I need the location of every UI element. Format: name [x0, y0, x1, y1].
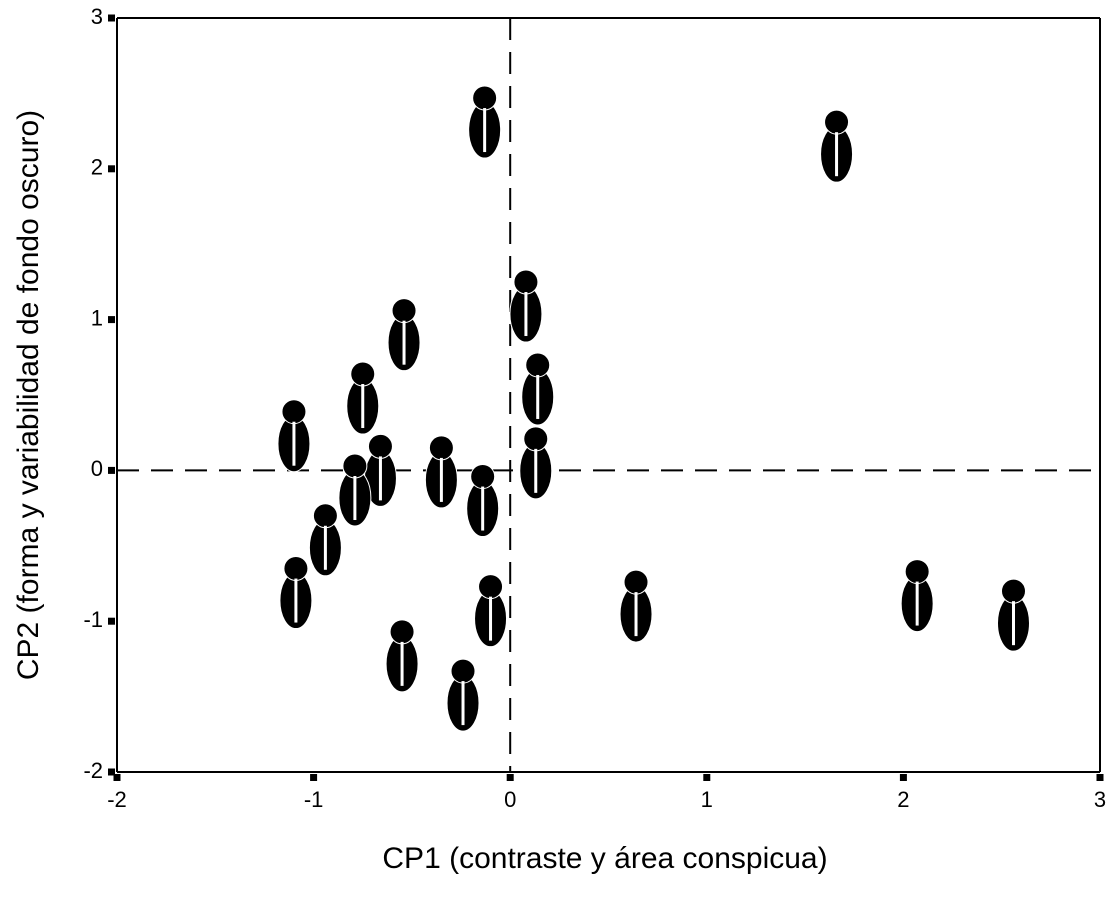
frog-head [523, 426, 549, 452]
frog-head [367, 433, 393, 459]
frog-head [470, 464, 496, 490]
frog-head [350, 361, 376, 387]
x-tick [703, 774, 711, 781]
frog-marker [519, 426, 553, 500]
frog-marker [385, 619, 419, 693]
frog-head [428, 435, 454, 461]
frog-head [450, 658, 476, 684]
y-tick [108, 466, 115, 474]
y-tick [108, 316, 115, 324]
frog-head [1000, 578, 1026, 604]
frog-marker [446, 658, 480, 732]
frog-head [283, 556, 309, 582]
x-tick [1096, 774, 1104, 781]
y-tick-label: -1 [83, 607, 103, 632]
frog-marker [308, 503, 342, 577]
x-tick [310, 774, 318, 781]
x-axis-title: CP1 (contraste y área conspicua) [382, 842, 827, 875]
frog-marker [466, 464, 500, 538]
y-tick [108, 768, 115, 776]
y-tick [108, 14, 115, 22]
frog-marker [387, 298, 421, 372]
frog-head [281, 399, 307, 425]
frog-head [478, 574, 504, 600]
frog-head [312, 503, 338, 529]
x-tick-label: -2 [107, 787, 127, 812]
frog-head [904, 559, 930, 585]
x-tick [506, 774, 514, 781]
frog-head [391, 298, 417, 324]
x-tick-label: 1 [701, 787, 713, 812]
frog-head [472, 85, 498, 111]
y-tick-label: 2 [91, 155, 103, 180]
frog-head [513, 269, 539, 295]
frog-marker [346, 361, 380, 435]
x-tick-label: 2 [897, 787, 909, 812]
frog-marker [521, 352, 555, 426]
frog-head [623, 569, 649, 595]
y-tick-label: 0 [91, 456, 103, 481]
y-tick-label: -2 [83, 758, 103, 783]
y-tick [108, 617, 115, 625]
frog-head [824, 109, 850, 135]
frog-head [342, 453, 368, 479]
x-tick-label: 3 [1094, 787, 1106, 812]
y-tick-label: 1 [91, 305, 103, 330]
frog-marker [820, 109, 854, 183]
frog-marker [509, 269, 543, 343]
x-tick-label: -1 [304, 787, 324, 812]
x-tick [899, 774, 907, 781]
frog-marker [363, 433, 397, 507]
frog-marker [996, 578, 1030, 652]
x-tick [113, 774, 121, 781]
y-tick-label: 3 [91, 4, 103, 29]
frog-marker [474, 574, 508, 648]
frog-marker [338, 453, 372, 527]
frog-marker [277, 399, 311, 473]
x-tick-label: 0 [504, 787, 516, 812]
frog-marker [900, 559, 934, 633]
frog-marker [468, 85, 502, 159]
frog-head [525, 352, 551, 378]
frog-marker [619, 569, 653, 643]
y-axis-title: CP2 (forma y variabilidad de fondo oscur… [12, 110, 45, 680]
y-tick [108, 165, 115, 173]
frog-head [389, 619, 415, 645]
frog-marker [279, 556, 313, 630]
frog-marker [424, 435, 458, 509]
